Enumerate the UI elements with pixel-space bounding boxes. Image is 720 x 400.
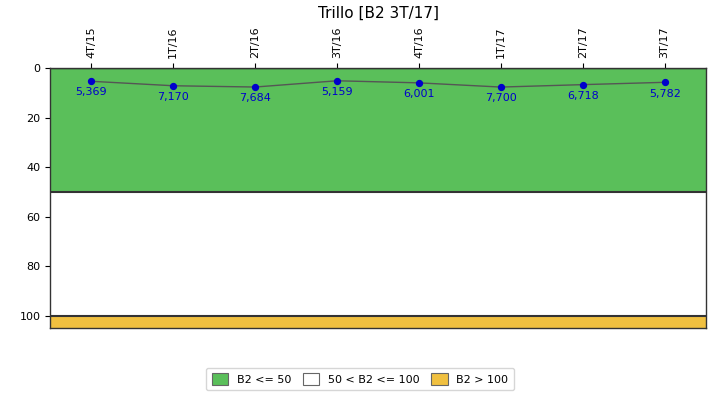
Text: 5,369: 5,369 [76,88,107,98]
Point [659,79,670,86]
Text: 5,782: 5,782 [649,88,680,98]
Bar [50,192,706,316]
Point [495,84,507,90]
Text: 7,684: 7,684 [239,93,271,103]
Point [413,80,425,86]
Text: 7,170: 7,170 [158,92,189,102]
Bar [50,316,706,328]
Point [577,82,588,88]
Text: 6,001: 6,001 [403,89,435,99]
Title: Trillo [B2 3T/17]: Trillo [B2 3T/17] [318,6,438,21]
Text: 5,159: 5,159 [321,87,353,97]
Legend: B2 <= 50, 50 < B2 <= 100, B2 > 100: B2 <= 50, 50 < B2 <= 100, B2 > 100 [206,368,514,390]
Text: 7,700: 7,700 [485,93,517,103]
Text: 6,718: 6,718 [567,91,598,101]
Point [331,78,343,84]
Point [86,78,97,84]
Point [249,84,261,90]
Point [168,82,179,89]
Bar [50,68,706,192]
